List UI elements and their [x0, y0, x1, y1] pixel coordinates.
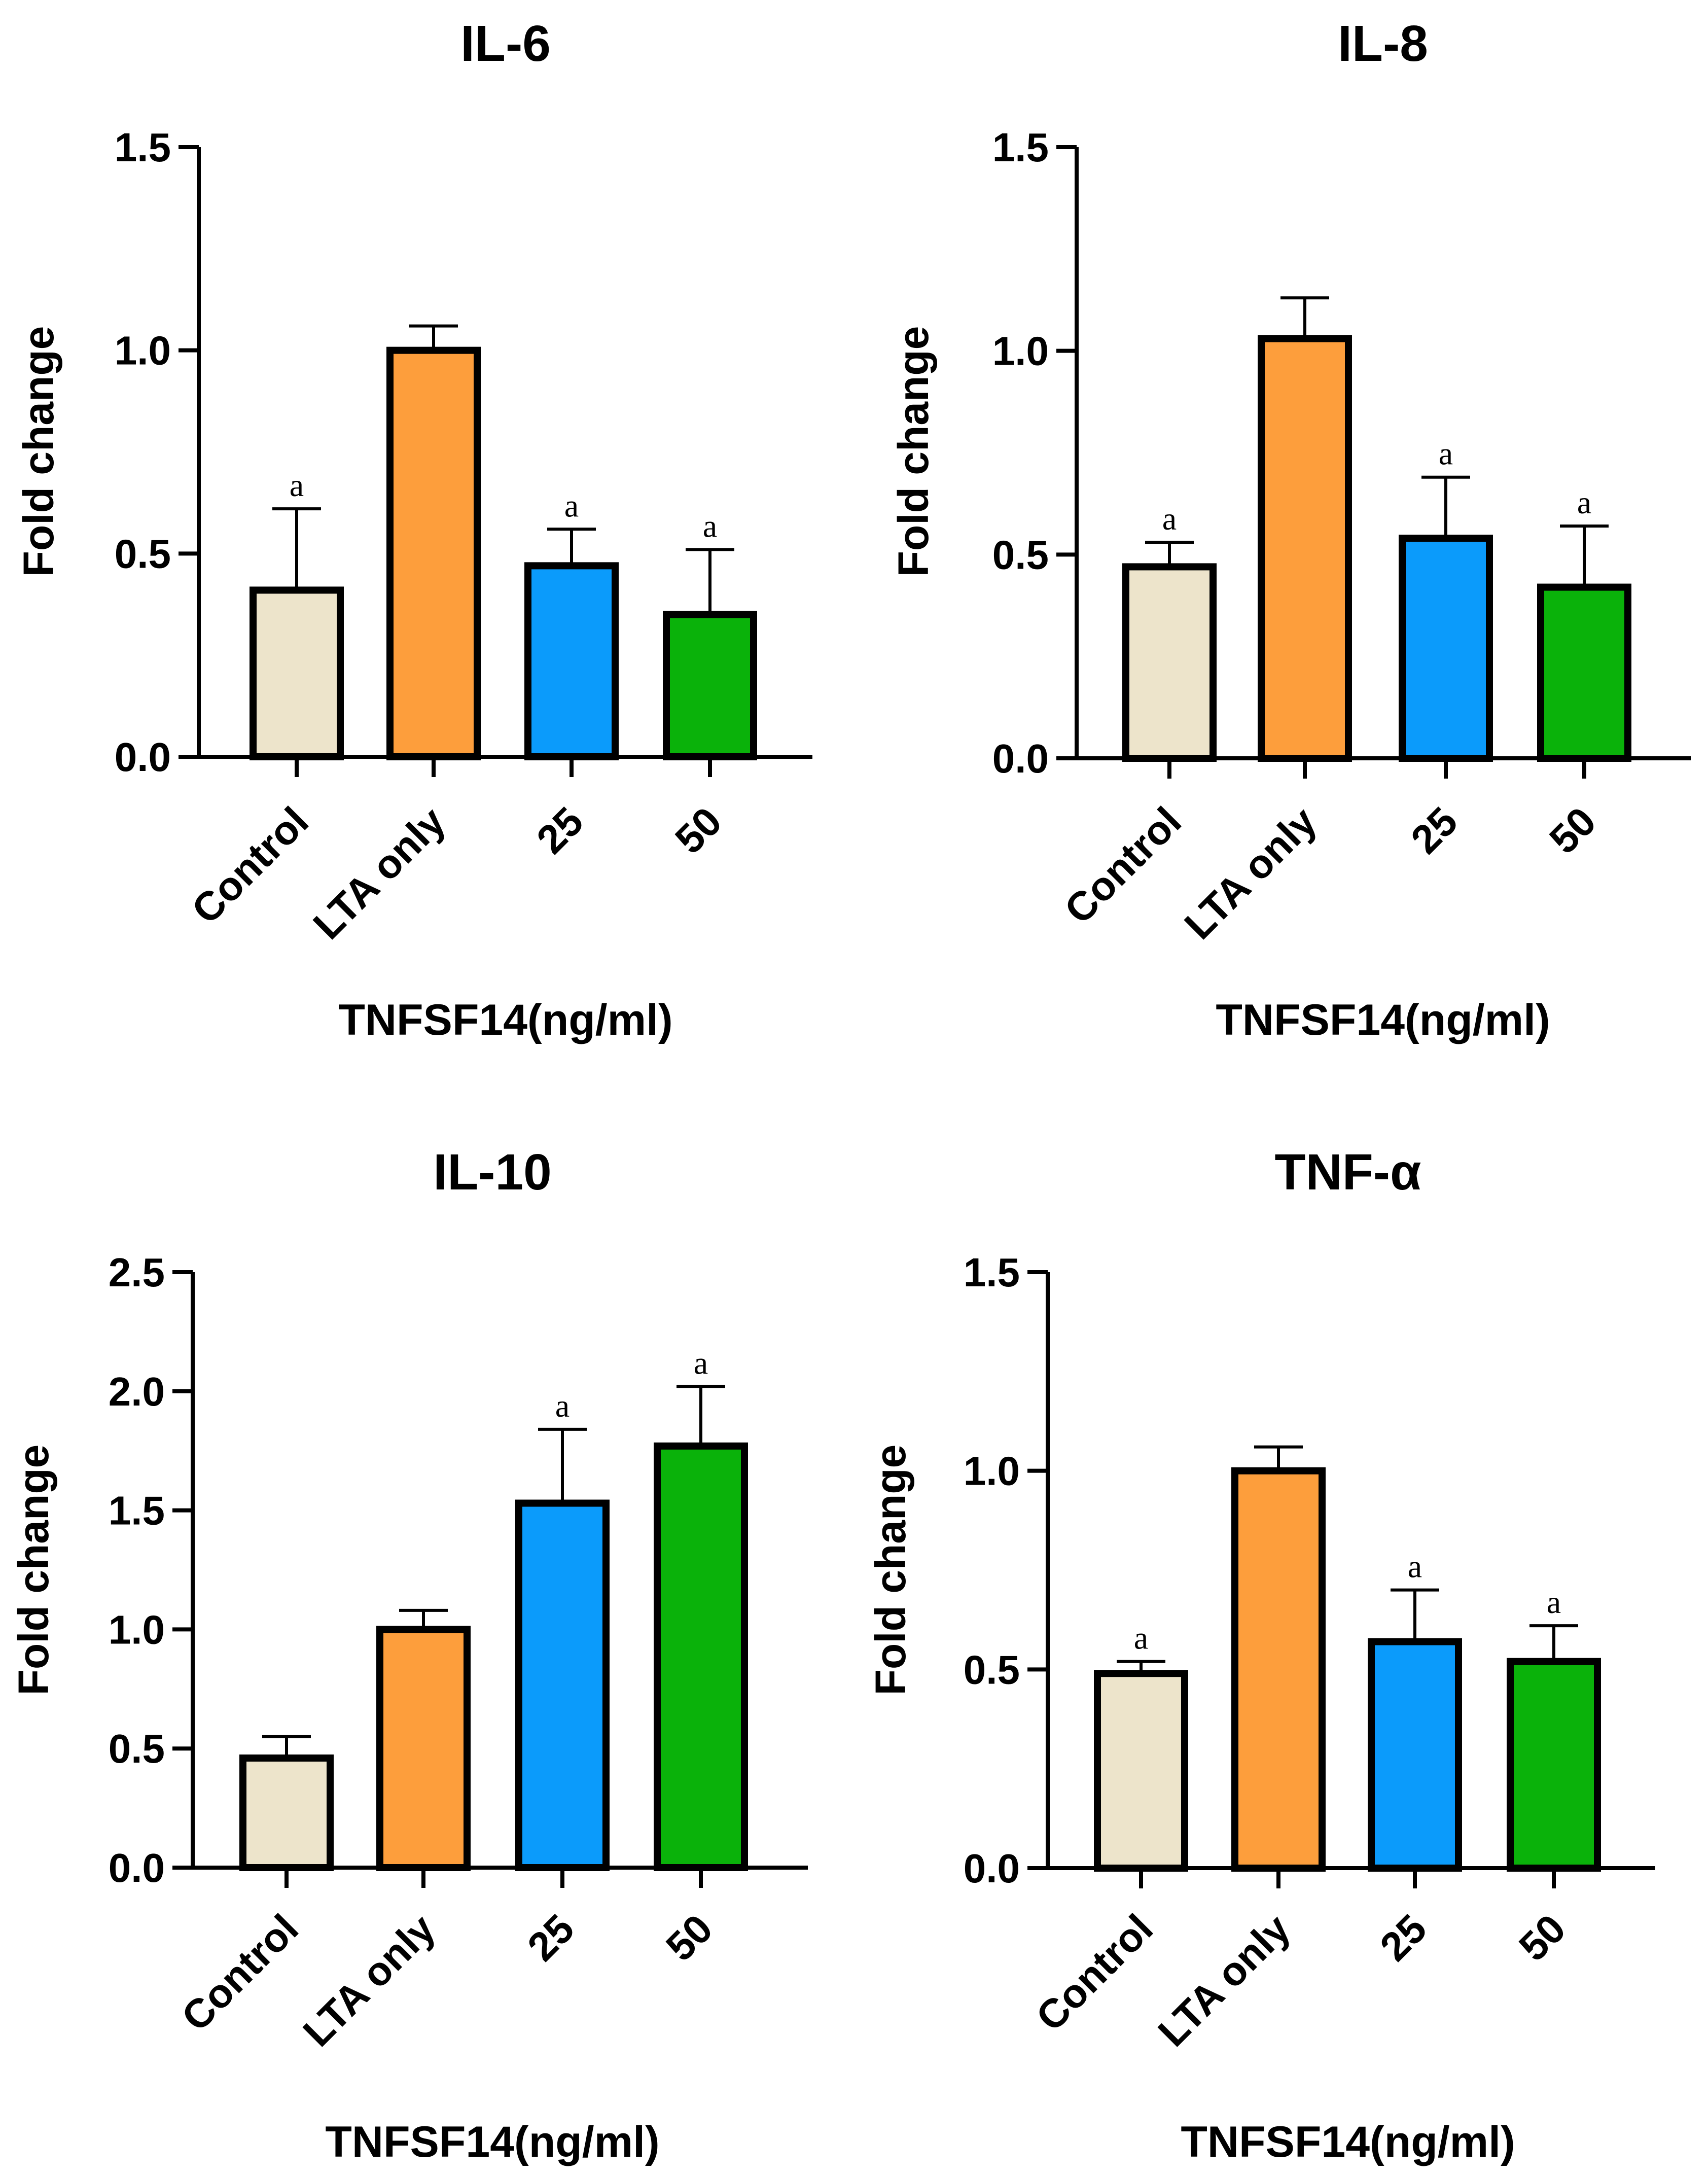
- y-tick-label: 2.5: [109, 1250, 165, 1295]
- y-axis-label: Fold change: [867, 1445, 914, 1696]
- bar-50: [1537, 583, 1631, 762]
- x-tick-label: LTA only: [1150, 1906, 1299, 2055]
- y-tick-label: 0.5: [115, 531, 171, 576]
- y-tick-label: 0.0: [992, 736, 1049, 781]
- x-tick-label: LTA only: [1176, 798, 1326, 948]
- bar-50: [663, 611, 757, 760]
- bar-control: [1122, 563, 1217, 762]
- chart-title: IL-8: [1338, 15, 1428, 72]
- y-tick-label: 1.5: [115, 125, 171, 170]
- y-tick-label: 0.5: [109, 1726, 165, 1771]
- x-axis-label: TNFSF14(ng/ml): [338, 996, 672, 1044]
- y-tick-label: 1.0: [109, 1607, 165, 1652]
- x-axis-label: TNFSF14(ng/ml): [325, 2118, 659, 2166]
- significance-letter: a: [1439, 436, 1453, 472]
- x-tick-label: 50: [1510, 1906, 1574, 1970]
- y-tick-label: 1.5: [992, 125, 1049, 170]
- x-tick-label: 25: [519, 1906, 583, 1970]
- chart-title: IL-10: [433, 1144, 551, 1201]
- y-axis-label: Fold change: [10, 1445, 57, 1696]
- significance-letter: a: [564, 487, 579, 523]
- significance-letter: a: [1547, 1584, 1561, 1620]
- bar-lta-only: [1231, 1467, 1326, 1872]
- x-tick-label: 50: [1541, 798, 1605, 862]
- significance-letter: a: [1134, 1620, 1148, 1656]
- bar-control: [250, 586, 344, 761]
- bar-25: [524, 562, 619, 760]
- significance-letter: a: [555, 1388, 570, 1424]
- x-tick-label: LTA only: [295, 1906, 444, 2055]
- significance-letter: a: [1162, 501, 1177, 537]
- x-tick-label: Control: [173, 1906, 307, 2040]
- x-tick-label: 25: [528, 798, 592, 862]
- y-tick-label: 0.0: [109, 1845, 165, 1890]
- chart-title: IL-6: [460, 15, 551, 72]
- bar-lta-only: [386, 346, 481, 760]
- y-tick-label: 1.5: [109, 1488, 165, 1533]
- y-axis-label: Fold change: [889, 326, 937, 577]
- chart-tnf-: TNF-α Fold change 0.0 0.5 1.0 1.5 a ControlLTA …: [867, 1144, 1655, 2166]
- bar-control: [239, 1754, 334, 1871]
- x-tick-label: Control: [183, 798, 317, 932]
- x-tick-label: LTA only: [305, 798, 454, 948]
- x-tick-label: Control: [1027, 1906, 1161, 2040]
- significance-letter: a: [1577, 484, 1591, 520]
- chart-title: TNF-α: [1274, 1144, 1421, 1201]
- bar-25: [1368, 1638, 1462, 1872]
- y-tick-label: 2.0: [109, 1369, 165, 1414]
- bar-25: [515, 1499, 610, 1871]
- chart-il-10: IL-10 Fold change 0.0 0.5 1.0 1.5 2.0 2.5 Contro…: [10, 1144, 808, 2166]
- y-tick-label: 1.0: [115, 328, 171, 373]
- x-tick-label: 25: [1371, 1906, 1435, 1970]
- bar-50: [1507, 1658, 1601, 1872]
- y-tick-label: 0.5: [964, 1647, 1020, 1692]
- x-tick-label: 50: [657, 1906, 721, 1970]
- y-tick-label: 0.5: [992, 532, 1049, 577]
- y-tick-label: 1.0: [964, 1449, 1020, 1494]
- y-tick-label: 1.0: [992, 329, 1049, 374]
- x-tick-label: Control: [1056, 798, 1190, 932]
- bar-25: [1399, 535, 1493, 762]
- x-tick-label: 50: [666, 798, 730, 862]
- y-axis-label: Fold change: [15, 326, 62, 577]
- y-tick-label: 1.5: [964, 1250, 1020, 1295]
- bar-control: [1094, 1670, 1188, 1872]
- y-tick-label: 0.0: [115, 734, 171, 780]
- significance-letter: a: [1408, 1549, 1422, 1585]
- significance-letter: a: [703, 508, 717, 544]
- bar-lta-only: [1258, 335, 1352, 762]
- y-tick-label: 0.0: [964, 1846, 1020, 1891]
- bar-lta-only: [376, 1626, 471, 1871]
- x-tick-label: 25: [1402, 798, 1466, 862]
- bar-50: [654, 1442, 748, 1872]
- x-axis-label: TNFSF14(ng/ml): [1181, 2118, 1515, 2166]
- significance-letter: a: [694, 1345, 708, 1381]
- significance-letter: a: [290, 467, 304, 503]
- x-axis-label: TNFSF14(ng/ml): [1216, 996, 1550, 1044]
